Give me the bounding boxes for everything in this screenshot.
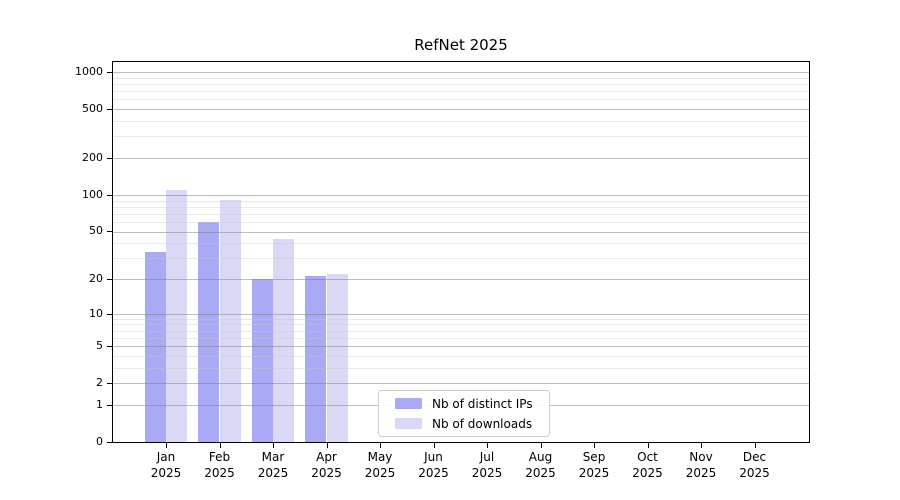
- x-tick-label-feb: Feb 2025: [188, 450, 252, 481]
- x-tick-label-dec: Dec 2025: [723, 450, 787, 481]
- x-tick-year: 2025: [311, 465, 342, 480]
- y-tick-label: 100: [82, 187, 103, 201]
- bar-feb-ips: [198, 221, 220, 442]
- y-tick-label: 50: [89, 224, 103, 238]
- x-tick-month: Jun: [424, 450, 443, 464]
- x-tick-mark: [166, 443, 167, 448]
- bar-jan-ips: [144, 251, 166, 442]
- x-tick-month: Jan: [156, 450, 176, 464]
- x-tick-mark: [594, 443, 595, 448]
- x-tick-month: Dec: [742, 450, 767, 464]
- chart-title: RefNet 2025: [414, 36, 508, 54]
- x-tick-mark: [540, 443, 542, 448]
- bars-layer: [113, 62, 809, 442]
- y-tick-label: 20: [89, 271, 103, 285]
- x-tick-label-sep: Sep 2025: [562, 450, 626, 481]
- y-tick-label: 500: [82, 102, 103, 116]
- x-tick-month: Feb: [208, 450, 231, 464]
- x-tick-mark: [273, 443, 274, 448]
- y-tick-label: 1000: [75, 65, 103, 79]
- x-tick-mark: [219, 443, 221, 448]
- y-tick-label: 0: [96, 435, 103, 448]
- x-tick-month: May: [367, 450, 393, 464]
- x-tick-year: 2025: [525, 465, 556, 480]
- legend-label-distinct-ips: Nb of distinct IPs: [432, 396, 533, 411]
- legend-label-downloads: Nb of downloads: [432, 416, 533, 431]
- bar-feb-downloads: [219, 199, 241, 442]
- legend-swatch-distinct-ips: [395, 398, 422, 409]
- bar-mar-ips: [251, 278, 273, 442]
- x-tick-month: Nov: [689, 450, 713, 464]
- x-tick-year: 2025: [257, 465, 289, 480]
- x-tick-year: 2025: [150, 465, 182, 480]
- x-tick-year: 2025: [578, 465, 610, 480]
- x-tick-year: 2025: [418, 465, 449, 480]
- x-tick-month: Aug: [528, 450, 553, 464]
- x-tick-label-jan: Jan 2025: [134, 450, 198, 481]
- x-tick-mark: [701, 443, 702, 448]
- x-tick-year: 2025: [364, 465, 396, 480]
- bar-apr-downloads: [326, 274, 348, 442]
- x-tick-label-jun: Jun 2025: [402, 450, 466, 481]
- legend-item-downloads: Nb of downloads: [395, 415, 549, 432]
- bar-mar-downloads: [273, 239, 295, 442]
- legend: Nb of distinct IPs Nb of downloads: [378, 390, 550, 437]
- bar-jan-downloads: [166, 189, 188, 442]
- x-tick-month: Jul: [479, 450, 495, 464]
- x-tick-label-may: May 2025: [348, 450, 412, 481]
- x-tick-year: 2025: [204, 465, 235, 480]
- y-tick-label: 5: [96, 339, 103, 353]
- x-tick-mark: [754, 443, 756, 448]
- x-tick-label-jul: Jul 2025: [455, 450, 519, 481]
- x-tick-mark: [380, 443, 381, 448]
- x-tick-year: 2025: [471, 465, 503, 480]
- y-tick-label: 2: [96, 376, 103, 390]
- y-tick-label: 1: [96, 397, 103, 411]
- x-tick-label-nov: Nov 2025: [669, 450, 733, 481]
- x-tick-year: 2025: [685, 465, 717, 480]
- x-tick-year: 2025: [632, 465, 663, 480]
- x-tick-mark: [433, 443, 435, 448]
- legend-swatch-downloads: [395, 418, 422, 429]
- x-tick-label-apr: Apr 2025: [295, 450, 359, 481]
- y-tick-label: 200: [82, 151, 103, 165]
- x-tick-mark: [487, 443, 488, 448]
- x-tick-mark: [647, 443, 649, 448]
- x-tick-month: Mar: [261, 450, 285, 464]
- x-tick-label-aug: Aug 2025: [509, 450, 573, 481]
- x-tick-month: Oct: [637, 450, 658, 464]
- y-tick-label: 10: [89, 306, 103, 320]
- bar-apr-ips: [305, 276, 327, 442]
- x-tick-month: Apr: [316, 450, 337, 464]
- x-tick-year: 2025: [739, 465, 770, 480]
- legend-item-distinct-ips: Nb of distinct IPs: [395, 395, 549, 412]
- x-tick-label-mar: Mar 2025: [241, 450, 305, 481]
- x-tick-mark: [326, 443, 328, 448]
- x-tick-month: Sep: [582, 450, 606, 464]
- plot-area: [112, 61, 810, 443]
- x-tick-label-oct: Oct 2025: [616, 450, 680, 481]
